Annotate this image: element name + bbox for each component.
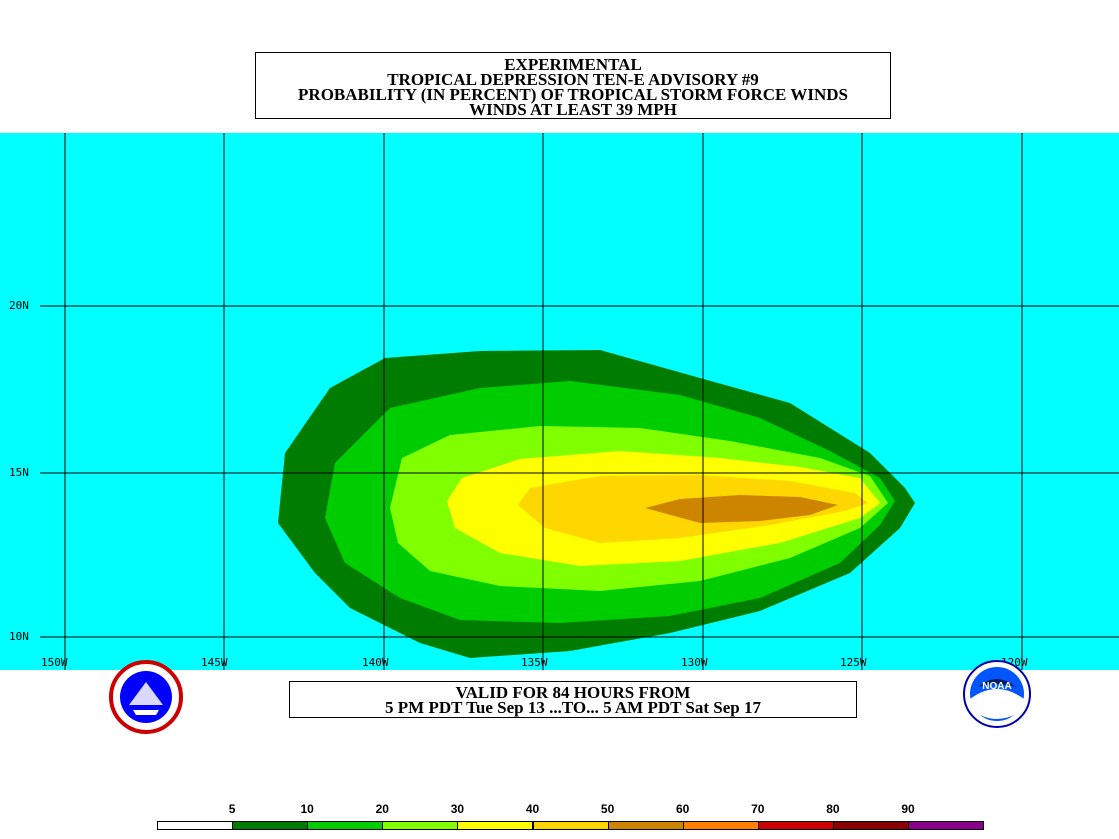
legend-swatch-1 xyxy=(232,821,309,830)
legend-swatch-4 xyxy=(457,821,534,830)
legend-swatch-5 xyxy=(532,821,609,830)
title-line-4: WINDS AT LEAST 39 MPH xyxy=(469,100,677,119)
legend-swatch-3 xyxy=(382,821,459,830)
probability-map xyxy=(0,133,1119,670)
legend-swatch-8 xyxy=(757,821,834,830)
lon-label-145w: 145W xyxy=(201,656,228,669)
valid-line-1: VALID FOR 84 HOURS FROM xyxy=(455,683,691,702)
grid-lines xyxy=(40,133,1119,670)
legend-swatch-9 xyxy=(832,821,909,830)
legend-label-40: 40 xyxy=(525,802,540,816)
title-line-3: PROBABILITY (IN PERCENT) OF TROPICAL STO… xyxy=(298,85,848,104)
title-line-1: EXPERIMENTAL xyxy=(504,55,642,74)
legend-label-80: 80 xyxy=(826,802,840,816)
valid-period-box: VALID FOR 84 HOURS FROM 5 PM PDT Tue Sep… xyxy=(289,681,857,718)
noaa-logo-text: NOAA xyxy=(982,681,1011,692)
legend-swatch-0 xyxy=(157,821,234,830)
legend-label-20: 20 xyxy=(375,802,389,816)
legend-label-60: 60 xyxy=(676,802,690,816)
legend-swatch-2 xyxy=(307,821,384,830)
map-canvas xyxy=(40,133,1119,670)
title-box: EXPERIMENTAL TROPICAL DEPRESSION TEN-E A… xyxy=(255,52,891,119)
lon-label-140w: 140W xyxy=(362,656,389,669)
title-line-2: TROPICAL DEPRESSION TEN-E ADVISORY #9 xyxy=(387,70,759,89)
legend-label-70: 70 xyxy=(751,802,765,816)
lat-label-20n: 20N xyxy=(9,299,29,312)
legend-label-5: 5 xyxy=(228,802,236,816)
legend-label-30: 30 xyxy=(450,802,465,816)
legend-swatch-7 xyxy=(682,821,759,830)
lat-label-10n: 10N xyxy=(9,630,29,643)
legend-swatch-6 xyxy=(607,821,684,830)
lon-label-135w: 135W xyxy=(521,656,548,669)
lon-label-125w: 125W xyxy=(840,656,867,669)
nws-logo-icon xyxy=(109,660,183,739)
valid-line-2: 5 PM PDT Tue Sep 13 ...TO... 5 AM PDT Sa… xyxy=(385,698,761,717)
noaa-logo-icon: NOAA xyxy=(962,659,1032,734)
lon-label-150w: 150W xyxy=(41,656,68,669)
legend-label-90: 90 xyxy=(901,802,915,816)
contour-50-percent xyxy=(645,495,838,523)
legend-label-50: 50 xyxy=(600,802,615,816)
legend-swatch-10 xyxy=(908,821,985,830)
legend-label-10: 10 xyxy=(300,802,314,816)
lon-label-130w: 130W xyxy=(681,656,708,669)
lat-label-15n: 15N xyxy=(9,466,29,479)
